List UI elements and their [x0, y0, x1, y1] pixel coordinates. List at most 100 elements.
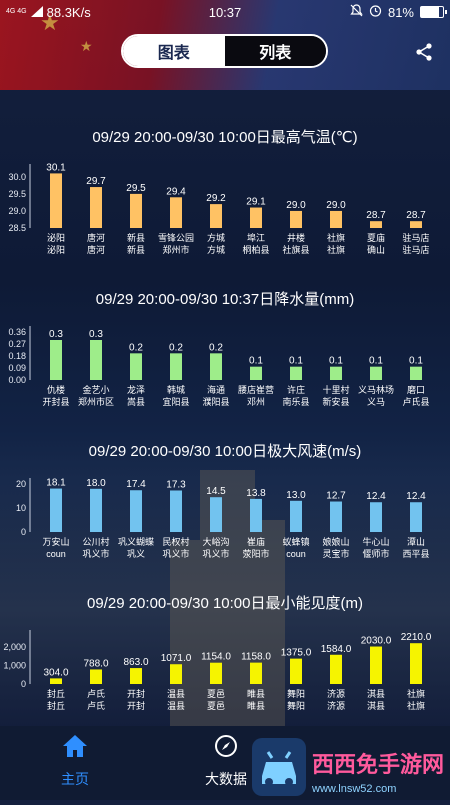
- category-label: 封丘: [47, 700, 65, 711]
- network-indicator: 4G 4G: [6, 8, 27, 15]
- category-label: 荥阳市: [242, 548, 269, 559]
- data-label: 17.4: [126, 479, 146, 490]
- category-label: 蚁蜂镇: [282, 536, 309, 547]
- category-label: 埠江: [247, 232, 265, 243]
- data-label: 863.0: [123, 657, 148, 668]
- category-label: 社旗县: [282, 244, 309, 255]
- category-label: 濮阳县: [202, 396, 229, 407]
- data-label: 18.0: [86, 478, 106, 489]
- nav-home-label: 主页: [61, 771, 89, 787]
- category-label: 井楼: [287, 232, 305, 243]
- category-label: 卢氏: [87, 688, 105, 699]
- chart-2: 09/29 20:00-09/30 10:37日降水量(mm) 0.36 0.27 0…: [0, 288, 450, 418]
- chart-1: 09/29 20:00-09/30 10:00日最高气温(℃) 30.0 29.5 2…: [0, 126, 450, 266]
- category-label: 开封县: [42, 396, 69, 407]
- tab-chart[interactable]: 图表: [123, 36, 225, 66]
- category-label: 西平县: [402, 549, 429, 559]
- category-label: 淇县: [367, 701, 385, 711]
- bar: [130, 490, 142, 532]
- y-tick-label: 0: [21, 679, 26, 689]
- bar: [130, 193, 142, 228]
- bar: [410, 366, 422, 380]
- category-label: 泌阳: [47, 244, 65, 255]
- category-label: coun: [46, 549, 66, 559]
- category-label: 潭山: [407, 537, 425, 547]
- nav-bigdata[interactable]: 大数据: [198, 726, 254, 800]
- data-label: 13.8: [246, 488, 266, 499]
- category-label: 灵宝市: [322, 548, 349, 559]
- bar: [290, 500, 302, 532]
- category-label: 新县: [127, 232, 145, 243]
- category-label: 巩义: [127, 549, 145, 559]
- chart-4: 09/29 20:00-09/30 10:00日最小能见度(m) 2,000 1,0…: [0, 592, 450, 722]
- bar: [410, 221, 422, 228]
- category-label: 崔庙: [247, 536, 265, 547]
- star-icon: ★: [40, 10, 60, 35]
- category-label: 开封: [127, 700, 145, 711]
- category-label: 夏庙: [367, 232, 385, 243]
- bar: [50, 173, 62, 228]
- data-label: 0.1: [289, 356, 303, 367]
- category-label: 万安山: [42, 536, 69, 547]
- category-label: 社旗: [327, 232, 345, 243]
- bar: [370, 646, 382, 684]
- category-label: 海通: [207, 384, 225, 395]
- category-label: 偃师市: [362, 548, 389, 559]
- bar: [410, 502, 422, 532]
- category-label: 义马林场: [358, 384, 394, 395]
- category-label: 夏邑: [207, 701, 225, 711]
- bar: [330, 366, 342, 380]
- category-label: 泌阳: [47, 232, 65, 243]
- data-label: 29.2: [206, 193, 226, 204]
- nav-bigdata-label: 大数据: [205, 771, 247, 787]
- data-label: 13.0: [286, 490, 306, 501]
- chart-title: 09/29 20:00-09/30 10:37日降水量(mm): [95, 291, 355, 308]
- bar: [90, 488, 102, 532]
- bar: [250, 366, 262, 380]
- y-tick-label: 10: [16, 503, 26, 513]
- bar: [330, 210, 342, 228]
- bar: [170, 353, 182, 380]
- nav-home[interactable]: 主页: [50, 726, 100, 800]
- category-label: 封丘: [47, 688, 65, 699]
- data-label: 788.0: [83, 658, 108, 669]
- category-label: 大峪沟: [202, 536, 229, 547]
- data-label: 29.7: [86, 176, 106, 187]
- category-label: 驻马店: [402, 244, 429, 255]
- data-label: 1154.0: [201, 652, 231, 663]
- data-label: 2210.0: [401, 632, 432, 643]
- bottom-nav: 主页 大数据: [0, 726, 450, 800]
- category-label: 社旗: [407, 700, 425, 711]
- data-label: 12.4: [366, 491, 386, 502]
- category-label: 巩义市: [202, 548, 229, 559]
- category-label: 夏邑: [207, 689, 225, 699]
- bar: [170, 490, 182, 532]
- tab-list[interactable]: 列表: [224, 36, 326, 66]
- battery-percent: 81%: [387, 4, 414, 20]
- category-label: 嵩县: [127, 397, 145, 407]
- bar: [90, 669, 102, 684]
- data-label: 30.1: [46, 162, 66, 173]
- y-tick-label: 29.5: [8, 189, 26, 199]
- bar: [290, 366, 302, 380]
- share-icon[interactable]: [414, 42, 434, 62]
- bar: [250, 207, 262, 228]
- bar: [170, 197, 182, 228]
- category-label: 金艺小: [82, 384, 109, 395]
- watermark-text: 西西免手游网: [312, 752, 444, 777]
- category-label: 牛心山: [362, 536, 389, 547]
- watermark-logo: 西西免手游网 www.lnsw52.com: [250, 736, 450, 800]
- category-label: 桐柏县: [242, 244, 269, 255]
- category-label: 仇楼: [47, 384, 65, 395]
- data-label: 29.4: [166, 186, 186, 197]
- category-label: 方城: [207, 244, 225, 255]
- data-label: 28.7: [366, 210, 386, 221]
- data-label: 1375.0: [281, 648, 312, 659]
- bar: [50, 678, 62, 684]
- bar: [210, 662, 222, 684]
- y-tick-label: 0: [21, 527, 26, 537]
- battery-icon: [420, 6, 447, 18]
- data-label: 12.4: [406, 491, 426, 502]
